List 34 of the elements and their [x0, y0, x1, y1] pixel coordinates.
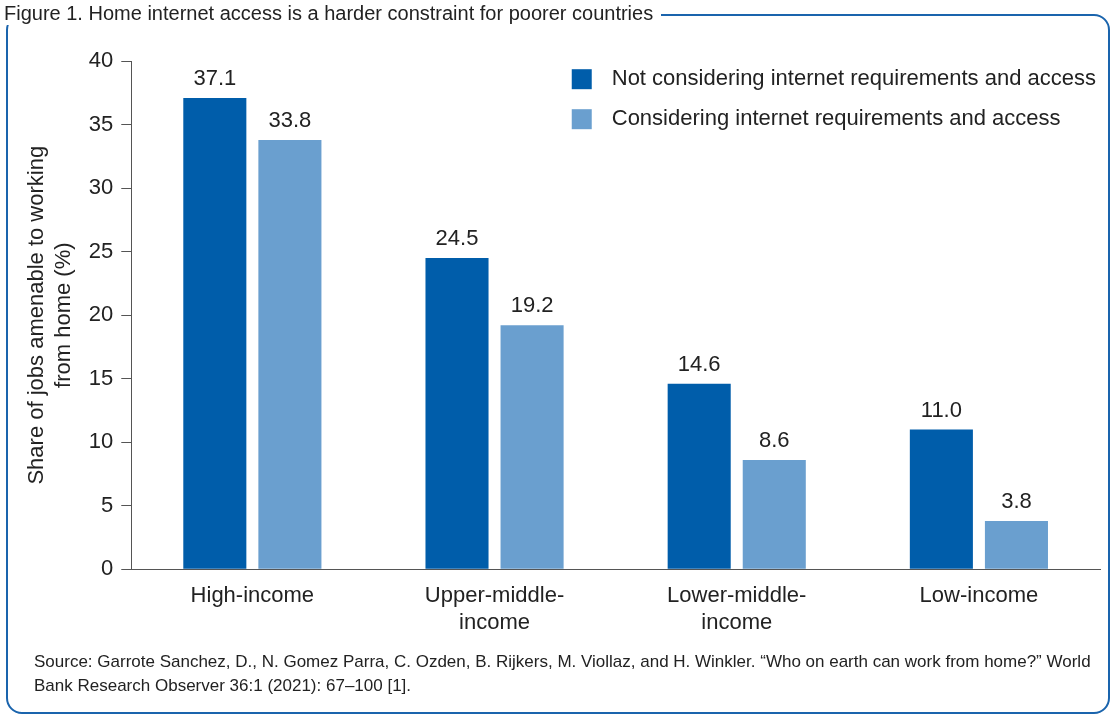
- bar: [909, 429, 973, 569]
- y-axis-title: Share of jobs amenable to working from home (%): [23, 145, 75, 485]
- source-note: Source: Garrote Sanchez, D., N. Gomez Parra, C. Ozden, B. Rijkers, M. Viollaz, and H. Winkler. “Who on earth can work from home?” World Bank Research Observer 36:1 (2021): 67–100 [1].: [34, 651, 1092, 697]
- x-tick-label: Upper-middle-income: [424, 582, 565, 634]
- data-label: 14.6: [677, 350, 721, 376]
- bar: [742, 459, 806, 569]
- bar: [425, 258, 489, 569]
- y-tick-label: 40: [88, 47, 114, 73]
- legend-label: Considering internet requirements and access: [611, 105, 1061, 131]
- y-tick-label: 20: [88, 301, 114, 327]
- bar: [667, 383, 731, 569]
- data-label: 37.1: [193, 65, 237, 91]
- bar: [258, 139, 322, 569]
- y-tick-label: 25: [88, 237, 114, 263]
- y-tick-label: 5: [101, 491, 114, 517]
- bar: [984, 520, 1048, 569]
- y-tick-label: 10: [88, 428, 114, 454]
- bar: [183, 98, 247, 569]
- y-tick-label: 35: [88, 110, 114, 136]
- chart-title: Figure 1. Home internet access is a harder constraint for poorer countries: [4, 2, 662, 25]
- x-tick-label: Low-income: [919, 582, 1039, 608]
- data-label: 11.0: [920, 396, 962, 422]
- data-label: 8.6: [758, 427, 790, 453]
- x-tick-label: High-income: [190, 582, 315, 608]
- data-label: 24.5: [435, 225, 479, 251]
- bar: [500, 325, 564, 569]
- x-tick-label: Lower-middle-income: [667, 582, 807, 634]
- y-tick-label: 30: [88, 174, 114, 200]
- data-label: 33.8: [268, 107, 312, 132]
- legend-label: Not considering internet requirements and access: [611, 65, 1097, 91]
- y-tick-label: 0: [101, 555, 114, 581]
- y-tick-label: 15: [88, 364, 114, 390]
- data-label: 3.8: [1001, 488, 1032, 513]
- data-label: 19.2: [510, 292, 554, 318]
